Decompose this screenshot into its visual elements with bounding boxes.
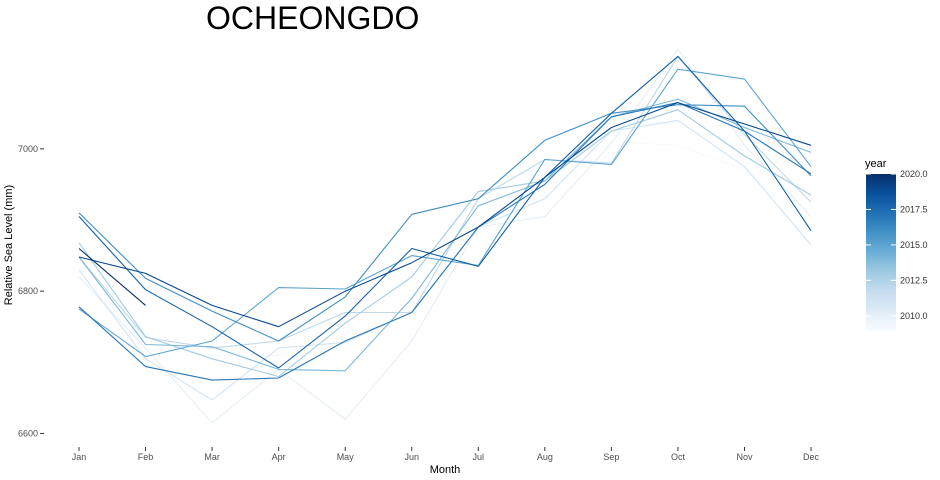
series-line-2018 [78,55,812,369]
x-tick-label-oct: Oct [671,452,686,462]
chart-title: OCHEONGDO [206,0,419,36]
series-lines [78,48,812,424]
x-tick-label-apr: Apr [272,452,286,462]
series-line-2016 [78,104,812,342]
series-line-2010 [78,48,812,424]
series-line-2012 [78,55,812,349]
x-tick-label-mar: Mar [204,452,220,462]
x-tick-label-jun: Jun [404,452,419,462]
y-axis: 6600 6800 7000 [18,144,44,438]
x-tick-label-dec: Dec [803,452,820,462]
x-tick-label-feb: Feb [138,452,154,462]
legend-colorbar [866,174,896,330]
legend-tick-label: 2015.0 [900,240,928,250]
x-axis: Jan Feb Mar Apr May Jun Jul Aug Sep Oct Nov Dec [72,447,820,462]
y-tick-label: 6800 [18,286,38,296]
legend-tick-label: 2012.5 [900,275,928,285]
series-line-2019 [78,102,812,328]
legend-tick-label: 2010.0 [900,311,928,321]
legend-title: year [865,158,887,170]
series-line-2013 [78,109,812,378]
series-line-2009 [78,141,812,356]
x-tick-label-may: May [337,452,355,462]
legend-ticks: 2010.0 2012.5 2015.0 2017.5 2020.0 [866,169,928,321]
series-line-2020 [78,248,146,306]
x-tick-label-jul: Jul [473,452,485,462]
series-line-2014 [78,98,812,372]
y-axis-label: Relative Sea Level (mm) [3,185,15,305]
y-tick-label: 7000 [18,144,38,154]
x-tick-label-jan: Jan [72,452,87,462]
legend: year 2010.0 2012.5 2015.0 2017.5 2020.0 [865,158,928,330]
x-tick-label-aug: Aug [537,452,553,462]
series-line-2015 [78,68,812,358]
y-tick-label: 6600 [18,428,38,438]
legend-tick-label: 2020.0 [900,169,928,179]
x-tick-label-nov: Nov [736,452,753,462]
series-line-2017 [78,102,812,381]
x-axis-label: Month [430,464,461,476]
x-tick-label-sep: Sep [603,452,619,462]
legend-tick-label: 2017.5 [900,204,928,214]
